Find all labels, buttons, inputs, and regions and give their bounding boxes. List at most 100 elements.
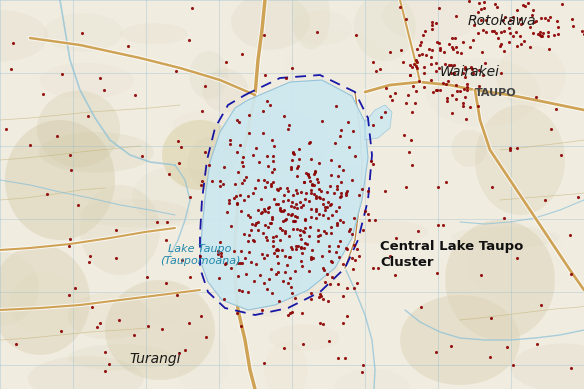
Point [248, 237, 258, 244]
Point [294, 156, 304, 162]
Point [297, 236, 306, 242]
Point [413, 65, 422, 72]
Point [224, 197, 234, 203]
Point [380, 109, 390, 115]
Point [498, 17, 507, 23]
Point [536, 32, 545, 38]
Point [262, 252, 271, 258]
Point [314, 211, 324, 217]
Point [505, 147, 515, 153]
Point [419, 70, 429, 76]
Point [304, 268, 314, 275]
Point [370, 217, 380, 224]
Point [526, 24, 535, 30]
Point [303, 241, 312, 247]
Point [316, 293, 325, 300]
Point [293, 205, 302, 211]
Point [227, 265, 236, 271]
Point [25, 142, 34, 148]
Point [461, 64, 470, 70]
Point [481, 17, 491, 23]
Point [475, 82, 484, 89]
Point [536, 15, 545, 21]
Ellipse shape [226, 109, 332, 175]
Point [237, 51, 246, 58]
Polygon shape [200, 80, 368, 310]
Point [324, 215, 333, 221]
Point [451, 82, 460, 88]
Point [341, 245, 350, 252]
Point [347, 177, 357, 184]
Point [459, 70, 468, 76]
Point [441, 81, 450, 88]
Point [476, 17, 485, 23]
Point [306, 190, 315, 196]
Point [260, 223, 270, 229]
Point [249, 190, 258, 196]
Point [272, 201, 281, 207]
Point [320, 204, 329, 210]
Point [281, 216, 291, 222]
Ellipse shape [467, 224, 569, 301]
Point [307, 256, 316, 262]
Point [197, 178, 206, 184]
Ellipse shape [264, 342, 308, 389]
Point [131, 92, 140, 98]
Point [334, 163, 343, 169]
Point [425, 46, 434, 52]
Point [336, 133, 345, 139]
Point [333, 244, 343, 250]
Point [333, 220, 342, 226]
Point [450, 35, 459, 41]
Point [246, 259, 255, 265]
Point [100, 349, 110, 355]
Point [196, 313, 206, 319]
Point [444, 41, 454, 47]
Point [336, 190, 345, 196]
Point [266, 220, 276, 226]
Point [579, 31, 584, 37]
Point [345, 228, 354, 235]
Point [415, 53, 424, 59]
Point [432, 68, 441, 74]
Point [377, 114, 386, 120]
Point [112, 255, 121, 261]
Point [269, 243, 278, 249]
Ellipse shape [400, 295, 520, 385]
Point [262, 98, 271, 104]
Point [326, 224, 335, 231]
Point [406, 137, 415, 143]
Point [175, 160, 184, 166]
Point [416, 39, 426, 46]
Point [499, 28, 508, 34]
Point [215, 238, 225, 245]
Point [479, 72, 488, 78]
Point [479, 5, 489, 11]
Point [549, 32, 558, 38]
Point [419, 64, 429, 70]
Point [288, 211, 297, 217]
Point [164, 171, 173, 177]
Point [328, 212, 337, 218]
Point [326, 281, 335, 287]
Point [438, 222, 447, 228]
Point [259, 32, 269, 38]
Point [328, 273, 337, 280]
Point [319, 296, 328, 302]
Point [545, 14, 555, 20]
Point [259, 108, 268, 114]
Point [66, 167, 75, 173]
Point [452, 13, 461, 19]
Point [259, 280, 269, 286]
Ellipse shape [105, 280, 215, 380]
Point [266, 180, 276, 187]
Point [488, 28, 497, 34]
Point [280, 217, 290, 223]
Point [470, 22, 479, 28]
Point [421, 52, 430, 58]
Point [96, 75, 105, 81]
Point [161, 237, 171, 243]
Point [300, 245, 309, 251]
Text: Turangi: Turangi [129, 352, 181, 366]
Point [326, 230, 336, 236]
